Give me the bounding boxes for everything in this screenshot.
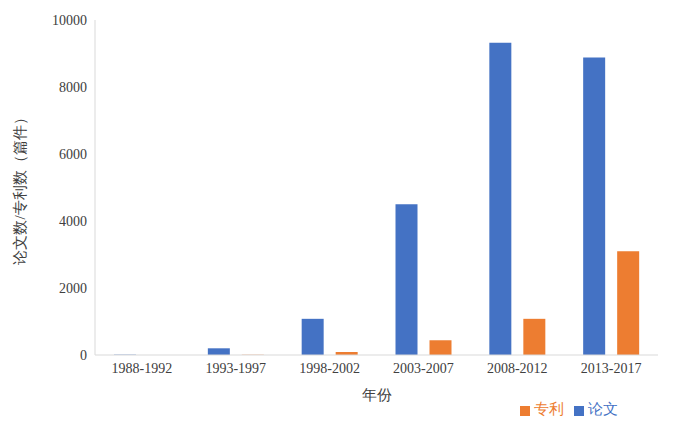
svg-text:2003-2007: 2003-2007 xyxy=(393,361,454,376)
svg-text:10000: 10000 xyxy=(52,13,87,28)
svg-text:1988-1992: 1988-1992 xyxy=(112,361,173,376)
svg-text:0: 0 xyxy=(80,348,87,363)
svg-text:1998-2002: 1998-2002 xyxy=(299,361,360,376)
svg-text:8000: 8000 xyxy=(59,80,87,95)
svg-text:1993-1997: 1993-1997 xyxy=(205,361,266,376)
html-text:专利: 专利 xyxy=(534,401,564,417)
svg-text:4000: 4000 xyxy=(59,214,87,229)
svg-text:6000: 6000 xyxy=(59,147,87,162)
html-text:论文: 论文 xyxy=(588,401,618,417)
svg-text:年份: 年份 xyxy=(362,387,392,403)
svg-text:2013-2017: 2013-2017 xyxy=(581,361,642,376)
svg-text:2000: 2000 xyxy=(59,281,87,296)
svg-text:论文数/专利数（篇件）: 论文数/专利数（篇件） xyxy=(12,110,28,264)
svg-text:2008-2012: 2008-2012 xyxy=(487,361,548,376)
